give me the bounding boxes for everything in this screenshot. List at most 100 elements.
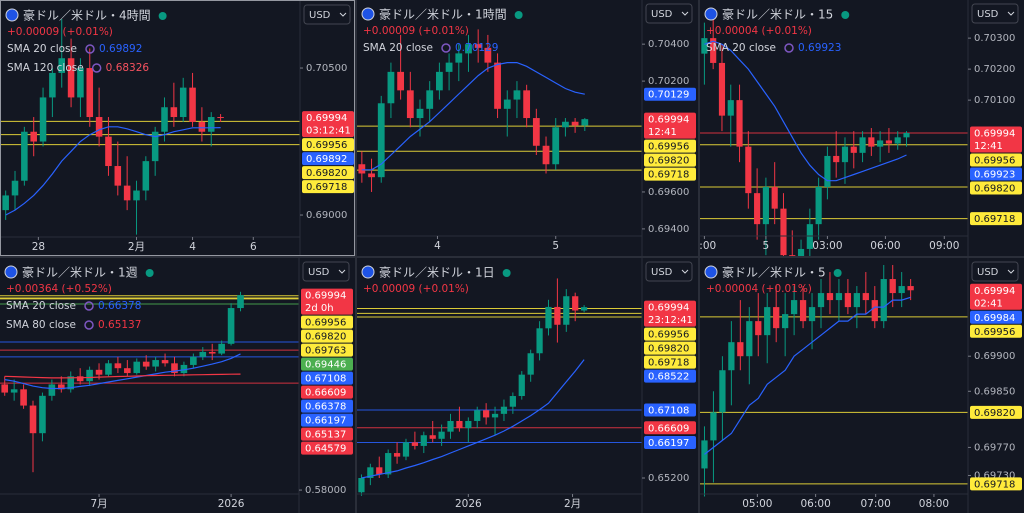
candle-body — [850, 146, 857, 153]
currency-button[interactable] — [645, 261, 693, 282]
candle-body — [402, 442, 410, 457]
indicator-label[interactable]: SMA 20 close — [6, 300, 76, 312]
price-badge — [970, 153, 1022, 167]
candle-body — [727, 100, 734, 116]
panel-canvas: 0.69900 0.69850 0.69770 0.69730 05:00 06:00 07… — [700, 258, 1024, 513]
y-tick-label: 0.70300 — [974, 33, 1015, 44]
price-badge-label: 0.69718 — [648, 358, 689, 369]
currency-button[interactable] — [302, 261, 350, 282]
indicator-value: 0.68326 — [106, 62, 150, 74]
price-badge-countdown: 23:12:41 — [648, 315, 693, 326]
chart-panel[interactable]: 0.58000 7月 2026 0.69994 2d 0h 0.69956 0.69820 0… — [0, 258, 355, 513]
candle-body — [39, 395, 46, 434]
candle-body — [198, 121, 206, 132]
sma-line — [704, 40, 907, 182]
chart-panel[interactable]: 0.69900 0.69850 0.69770 0.69730 05:00 06:00 07… — [700, 258, 1024, 513]
candle-body — [411, 442, 419, 446]
x-tick-label: 08:00 — [919, 498, 949, 510]
indicator-label[interactable]: SMA 20 close — [7, 43, 77, 55]
currency-chevron[interactable] — [1007, 269, 1015, 274]
candle-body — [545, 306, 552, 329]
chart-panel[interactable]: 0.70500 0.69000 28 2月 4 6 0.69994 03:12:41 0.699… — [0, 0, 355, 256]
x-tick-label: 06:00 — [870, 240, 900, 252]
candle-body — [161, 107, 168, 132]
y-tick-label: 0.70400 — [648, 39, 689, 50]
price-badge-label: 0.69956 — [305, 318, 346, 329]
price-badge-countdown: 12:41 — [974, 141, 1003, 152]
indicator-label[interactable]: SMA 20 close — [363, 42, 433, 54]
candle-body — [77, 68, 84, 98]
indicator-label[interactable]: SMA 80 close — [6, 319, 76, 331]
chart-panel[interactable]: 0.70300 0.70200 0.70100 1:00 5 03:00 06:00 09:0… — [700, 0, 1024, 256]
market-status — [502, 269, 511, 277]
candle-body — [518, 374, 525, 397]
currency-chevron[interactable] — [681, 11, 689, 16]
candle-body — [10, 389, 18, 393]
price-badge — [644, 341, 696, 355]
currency-chevron[interactable] — [338, 269, 346, 274]
candle-body — [29, 405, 37, 434]
price-badge — [644, 300, 696, 327]
currency-button[interactable] — [645, 3, 693, 24]
currency-chevron[interactable] — [1007, 11, 1015, 16]
indicator-icon — [84, 320, 94, 330]
price-badge-label: 0.69994 — [648, 303, 689, 314]
candle-body — [898, 286, 905, 294]
candle-body — [844, 293, 852, 308]
currency-label[interactable]: USD — [651, 9, 673, 20]
currency-button[interactable] — [971, 3, 1019, 24]
currency-chevron[interactable] — [681, 269, 689, 274]
candle-body — [826, 293, 834, 301]
currency-label[interactable]: USD — [651, 267, 673, 278]
price-badge — [644, 369, 696, 383]
candle-body — [903, 133, 910, 138]
price-badge-label: 0.66197 — [305, 416, 346, 427]
currency-label[interactable]: USD — [309, 10, 331, 21]
symbol-flag — [704, 7, 718, 21]
candle-body — [48, 384, 56, 396]
panel-canvas: 0.70300 0.70200 0.70100 1:00 5 03:00 06:00 09:0… — [700, 0, 1024, 256]
candle-body — [170, 107, 178, 118]
currency-label[interactable]: USD — [308, 267, 330, 278]
currency-label[interactable]: USD — [977, 267, 999, 278]
symbol-title: 豪ドル／米ドル・4時間 — [23, 8, 151, 23]
currency-button[interactable] — [971, 261, 1019, 282]
currency-label[interactable]: USD — [977, 9, 999, 20]
chart-panel[interactable]: 0.70400 0.70200 0.69600 0.69400 4 5 0.70129 0.6… — [357, 0, 698, 256]
symbol-flag — [361, 265, 375, 279]
candle-body — [817, 293, 825, 308]
currency-button[interactable] — [303, 4, 351, 25]
candle-body — [67, 376, 75, 390]
candle-body — [436, 71, 443, 91]
candle-body — [907, 286, 914, 291]
x-tick-label: 4 — [189, 241, 196, 253]
currency-chevron[interactable] — [339, 12, 347, 17]
candle-body — [885, 140, 892, 144]
candle-body — [208, 351, 216, 354]
candle-body — [773, 307, 780, 329]
candle-body — [420, 435, 427, 446]
price-badge-label: 0.69763 — [305, 346, 346, 357]
candle-body — [429, 435, 436, 439]
price-badge-label: 0.69820 — [306, 168, 347, 179]
candle-body — [151, 131, 159, 162]
price-badge — [302, 152, 354, 166]
y-tick-label: 0.69770 — [974, 442, 1015, 453]
indicator-label[interactable]: SMA 20 close — [706, 42, 776, 54]
candle-body — [58, 58, 66, 73]
candle-body — [465, 420, 472, 429]
candle-body — [105, 136, 112, 167]
indicator-label[interactable]: SMA 120 close — [7, 62, 84, 74]
candle-body — [95, 369, 103, 375]
chart-panel[interactable]: 0.65200 2026 2月 0.69994 23:12:41 0.69956 0.698… — [357, 258, 698, 513]
x-tick-label: 06:00 — [800, 498, 830, 510]
candle-body — [494, 62, 501, 109]
price-badge — [970, 310, 1022, 324]
candle-body — [797, 248, 805, 256]
price-badge-label: 0.69956 — [306, 140, 347, 151]
price-badge-label: 0.68522 — [648, 372, 689, 383]
price-badge-label: 0.69994 — [974, 129, 1015, 140]
candle-body — [771, 186, 778, 209]
